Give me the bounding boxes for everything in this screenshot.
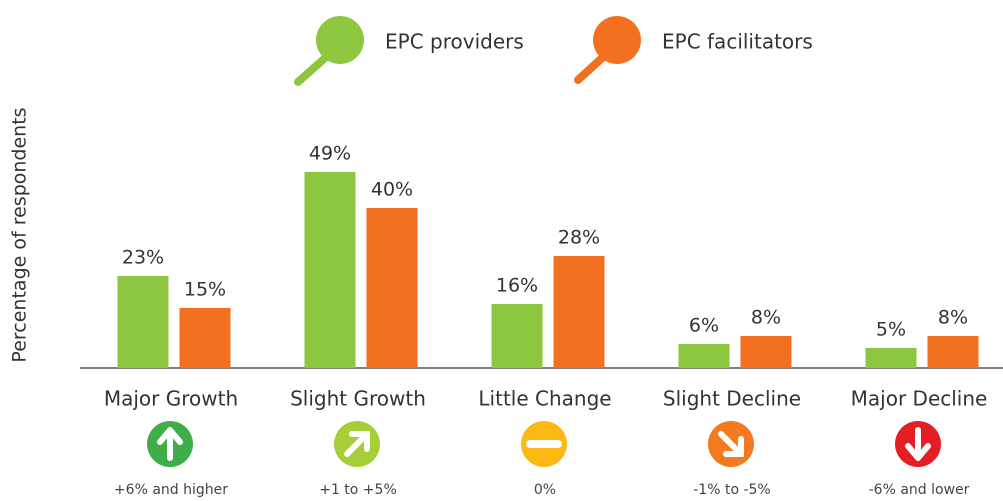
x-tick-label: Major Decline [851, 387, 988, 411]
legend-icon [574, 16, 641, 84]
value-label: 49% [309, 143, 351, 165]
bar [179, 308, 231, 368]
bar [865, 348, 917, 368]
bar [304, 172, 356, 368]
y-axis-label: Percentage of respondents [9, 107, 31, 362]
category-icon [521, 421, 567, 467]
x-tick-label: Little Change [478, 387, 611, 411]
category-note: -1% to -5% [693, 482, 770, 498]
value-label: 23% [122, 247, 164, 269]
category-icon [895, 421, 941, 467]
category-note: 0% [534, 482, 556, 498]
value-label: 6% [689, 315, 719, 337]
category-note: +6% and higher [114, 482, 228, 498]
bar [927, 336, 979, 368]
legend-label: EPC providers [385, 30, 524, 54]
x-tick-label: Slight Decline [663, 387, 801, 411]
category-icon [147, 421, 193, 467]
value-label: 8% [938, 307, 968, 329]
category-note: +1 to +5% [319, 482, 397, 498]
bar [553, 256, 605, 368]
legend-icon [294, 16, 364, 86]
bar [491, 304, 543, 368]
value-label: 40% [371, 179, 413, 201]
bar [678, 344, 730, 368]
legend-label: EPC facilitators [662, 30, 813, 54]
value-label: 16% [496, 275, 538, 297]
value-label: 15% [184, 279, 226, 301]
value-label: 8% [751, 307, 781, 329]
value-label: 5% [876, 319, 906, 341]
category-note: -6% and lower [869, 482, 970, 498]
value-label: 28% [558, 227, 600, 249]
bar [117, 276, 169, 368]
bar [740, 336, 792, 368]
x-tick-label: Slight Growth [290, 387, 426, 411]
category-icon [334, 421, 380, 467]
category-icon [708, 421, 754, 467]
bar [366, 208, 418, 368]
x-tick-label: Major Growth [104, 387, 238, 411]
